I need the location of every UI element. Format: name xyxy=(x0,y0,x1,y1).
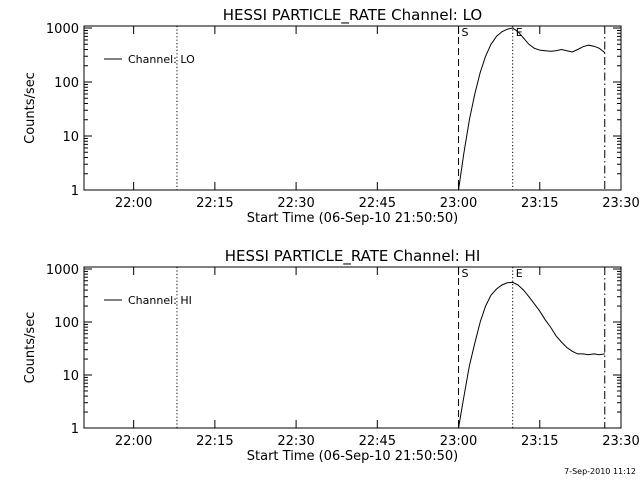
legend-entry: Channel: HI xyxy=(128,294,192,307)
x-tick-label: 23:00 xyxy=(440,434,477,449)
x-tick-label: 23:15 xyxy=(521,434,558,449)
chart-title: HESSI PARTICLE_RATE Channel: HI xyxy=(225,247,481,266)
timestamp-footer: 7-Sep-2010 11:12 xyxy=(564,467,636,476)
y-tick-label: 1000 xyxy=(46,22,79,37)
x-tick-label: 23:30 xyxy=(602,196,639,211)
chart-panel-1: HESSI PARTICLE_RATE Channel: HI 22:00 22:1… xyxy=(23,247,640,464)
x-tick-label: 23:30 xyxy=(602,434,639,449)
y-tick-label: 10 xyxy=(62,369,79,384)
plot-frame xyxy=(83,25,622,191)
event-line-label: S xyxy=(462,267,469,280)
x-tick-label: 23:00 xyxy=(440,196,477,211)
x-tick-label: 23:15 xyxy=(521,196,558,211)
x-tick-label: 22:30 xyxy=(277,196,314,211)
x-axis-label: Start Time (06-Sep-10 21:50:50) xyxy=(247,449,458,464)
x-tick-label: 22:30 xyxy=(277,434,314,449)
x-tick-label: 22:15 xyxy=(196,196,233,211)
y-tick-label: 100 xyxy=(54,316,79,331)
x-axis-label: Start Time (06-Sep-10 21:50:50) xyxy=(247,211,458,226)
y-tick-label: 10 xyxy=(62,130,79,145)
y-tick-label: 100 xyxy=(54,76,79,91)
x-tick-label: 22:00 xyxy=(115,196,152,211)
y-axis-label: Counts/sec xyxy=(23,312,38,384)
x-tick-label: 22:00 xyxy=(115,434,152,449)
x-tick-label: 22:15 xyxy=(196,434,233,449)
legend-entry: Channel: LO xyxy=(128,53,195,66)
y-axis-label: Counts/sec xyxy=(23,72,38,144)
series-line xyxy=(458,281,605,429)
y-tick-label: 1 xyxy=(71,422,79,437)
event-line-label: S xyxy=(462,26,469,39)
x-tick-label: 22:45 xyxy=(359,434,396,449)
y-tick-label: 1000 xyxy=(46,263,79,278)
y-tick-label: 1 xyxy=(71,184,79,199)
event-line-label: E xyxy=(516,267,523,280)
series-line xyxy=(458,27,606,191)
plot-frame xyxy=(83,266,622,429)
chart-panel-0: HESSI PARTICLE_RATE Channel: LO 22:00 22:1… xyxy=(23,6,640,226)
chart-title: HESSI PARTICLE_RATE Channel: LO xyxy=(223,6,482,25)
x-tick-label: 22:45 xyxy=(359,196,396,211)
